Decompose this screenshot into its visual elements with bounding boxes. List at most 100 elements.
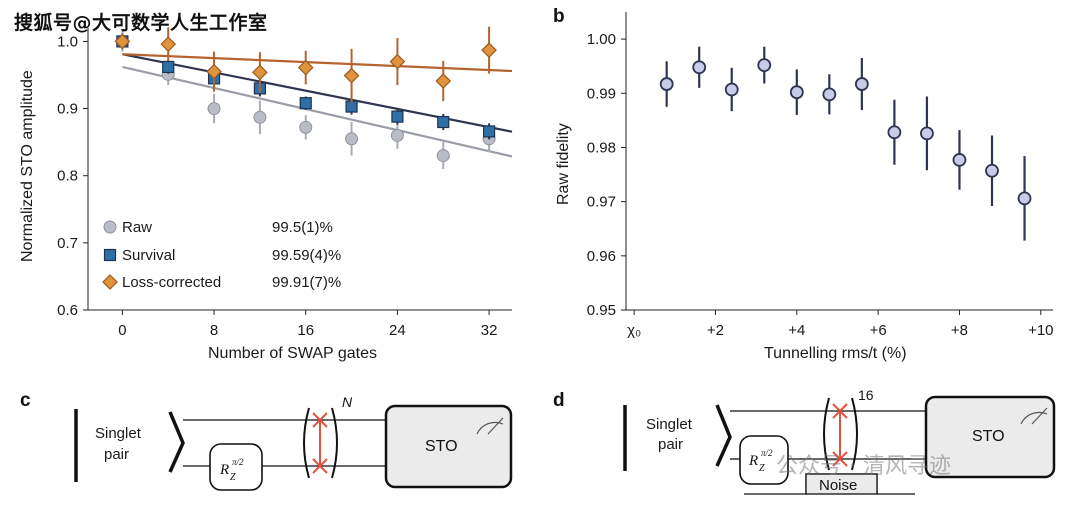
panel-d-pair-text: pair bbox=[658, 436, 683, 453]
panel-a-xtick-label: 16 bbox=[297, 322, 314, 339]
panel-b-xtick-label: +6 bbox=[870, 322, 887, 339]
watermark-top: 搜狐号@大可数学人生工作室 bbox=[14, 12, 268, 34]
panel-b-xtick-label: +2 bbox=[707, 322, 724, 339]
panel-c: c Singlet pair R Z π/2 N STO bbox=[20, 390, 513, 491]
panel-c-singlet-text: Singlet bbox=[95, 425, 142, 442]
panel-b-point bbox=[854, 77, 869, 91]
panel-a: 0.6 0.7 0.8 0.9 1.0 0 8 16 24 32 Number of SWAP g… bbox=[19, 26, 513, 362]
panel-a-ytick-label: 0.9 bbox=[57, 101, 78, 118]
panel-b-point bbox=[659, 77, 674, 91]
legend-marker-loss-corrected bbox=[102, 274, 118, 290]
panel-a-point-survival bbox=[437, 115, 450, 129]
panel-a-point-raw bbox=[345, 132, 359, 146]
panel-b-ytick-label: 0.98 bbox=[587, 139, 616, 156]
panel-d-noise-box bbox=[805, 473, 878, 495]
panel-b-ticks: 0.95 0.96 0.97 0.98 0.99 1.00 χ₀ +2 +4 +6 +8 +10 bbox=[587, 31, 1054, 339]
panel-d-label: d bbox=[553, 390, 565, 411]
panel-d-bracket-right bbox=[851, 397, 858, 471]
panel-d-rz-base: R bbox=[748, 453, 758, 469]
panel-a-point-raw bbox=[207, 102, 221, 116]
panel-b-ytick-label: 0.99 bbox=[587, 85, 616, 102]
panel-d-rz-gate bbox=[739, 435, 789, 485]
panel-a-ylabel: Normalized STO amplitude bbox=[19, 70, 36, 262]
panel-a-points bbox=[114, 26, 497, 169]
panel-a-xtick-label: 24 bbox=[389, 322, 406, 339]
panel-a-ytick-label: 1.0 bbox=[57, 33, 78, 50]
panel-b-ytick-label: 0.96 bbox=[587, 248, 616, 265]
panel-c-bracket-left bbox=[303, 407, 310, 479]
panel-d-noise-label: Noise bbox=[819, 477, 857, 494]
panel-d: d Singlet pair R Z π/2 16 Noise STO bbox=[553, 387, 1056, 495]
panel-b-ytick-label: 0.97 bbox=[587, 194, 616, 211]
panel-a-point-survival bbox=[162, 60, 175, 74]
panel-a-point-survival bbox=[482, 125, 496, 138]
panel-d-sto-label: STO bbox=[972, 428, 1005, 445]
panel-a-point-loss-corrected bbox=[389, 53, 406, 70]
panel-c-bracket-right bbox=[331, 407, 338, 479]
panel-a-point-raw bbox=[253, 110, 267, 124]
panel-b-point bbox=[985, 163, 999, 178]
panel-a-point-loss-corrected bbox=[160, 36, 177, 52]
panel-c-meter-icon bbox=[476, 417, 504, 435]
panel-c-chevron bbox=[168, 411, 185, 473]
panel-c-pair-text: pair bbox=[104, 446, 129, 463]
panel-a-point-loss-corrected bbox=[252, 64, 268, 81]
panel-a-xlabel: Number of SWAP gates bbox=[208, 345, 377, 362]
panel-a-point-loss-corrected bbox=[114, 33, 131, 50]
panel-c-label: c bbox=[20, 390, 31, 411]
panel-c-rz-sub: Z bbox=[230, 472, 236, 483]
panel-b-ylabel: Raw fidelity bbox=[555, 123, 572, 205]
panel-b-point bbox=[920, 126, 934, 141]
panel-a-xtick-label: 32 bbox=[481, 322, 498, 339]
legend-label: Loss-corrected bbox=[122, 274, 221, 291]
panel-b-point bbox=[724, 82, 739, 97]
panel-a-point-raw bbox=[390, 128, 404, 142]
panel-d-chevron bbox=[715, 404, 732, 467]
legend-marker-raw bbox=[103, 220, 117, 234]
panel-b-points bbox=[659, 46, 1032, 241]
panel-b-ytick-label: 1.00 bbox=[587, 31, 616, 48]
panel-c-swap-x-top bbox=[312, 412, 328, 428]
panel-c-swap-x-bottom bbox=[312, 458, 328, 474]
panel-a-ytick-label: 0.6 bbox=[57, 302, 78, 319]
panel-d-swap-x-bottom bbox=[832, 451, 848, 467]
panel-a-point-raw bbox=[299, 120, 313, 134]
panel-d-meter-icon bbox=[1020, 407, 1048, 425]
panel-a-point-loss-corrected bbox=[435, 73, 452, 89]
panel-a-point-raw bbox=[436, 149, 450, 163]
panel-a-point-survival bbox=[299, 97, 312, 110]
panel-b-xtick-label: +10 bbox=[1028, 322, 1053, 339]
panel-d-swap-x-top bbox=[832, 403, 848, 419]
watermark-bottom: 公众号 · 清风寻迹 bbox=[776, 454, 951, 479]
panel-a-point-loss-corrected bbox=[343, 67, 360, 84]
panel-b-ytick-label: 0.95 bbox=[587, 302, 616, 319]
legend-fidelity: 99.5(1)% bbox=[272, 219, 333, 236]
panel-b-point bbox=[1017, 191, 1032, 206]
legend-fidelity: 99.91(7)% bbox=[272, 274, 341, 291]
panel-b-xtick-label: +8 bbox=[951, 322, 968, 339]
panel-c-rz-base: R bbox=[219, 462, 229, 478]
legend-marker-survival bbox=[103, 248, 117, 262]
panel-b-xlabel: Tunnelling rms/t (%) bbox=[764, 345, 907, 362]
panel-b-point bbox=[757, 58, 772, 72]
panel-a-legend: Raw 99.5(1)% Survival 99.59(4)% Loss-correct… bbox=[102, 219, 341, 291]
panel-a-point-loss-corrected bbox=[297, 59, 314, 76]
panel-b-point bbox=[692, 60, 707, 75]
panel-a-fit-loss-corrected bbox=[122, 53, 513, 73]
panel-a-fit-lines bbox=[122, 53, 513, 158]
panel-b-point bbox=[887, 125, 902, 140]
panel-a-point-loss-corrected bbox=[206, 63, 222, 80]
panel-a-ytick-label: 0.7 bbox=[57, 235, 78, 252]
legend-label: Raw bbox=[122, 219, 152, 236]
panel-b-xtick-label: χ₀ bbox=[627, 322, 641, 339]
panel-a-ytick-label: 0.8 bbox=[57, 168, 78, 185]
panel-b-label: b bbox=[553, 6, 565, 27]
panel-d-rz-sup: π/2 bbox=[761, 448, 773, 458]
panel-b-point bbox=[789, 85, 804, 100]
panel-b-point bbox=[822, 87, 837, 102]
panel-b-xtick-label: +4 bbox=[788, 322, 805, 339]
panel-a-point-survival bbox=[345, 100, 358, 113]
panel-d-rz-sub: Z bbox=[759, 463, 765, 474]
panel-d-bracket-left bbox=[823, 397, 830, 471]
